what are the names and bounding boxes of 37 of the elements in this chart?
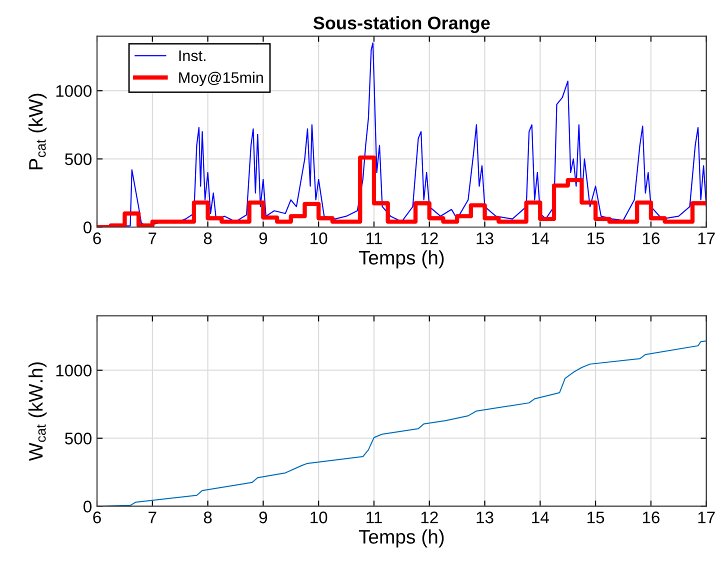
x-tick-label: 12 (421, 232, 438, 244)
x-tick-label: 13 (476, 512, 494, 524)
y-tick-label: 0 (84, 500, 92, 512)
x-tick-label: 8 (204, 512, 212, 524)
legend-label: Moy@15min (179, 72, 263, 86)
chart-title: Sous-station Orange (313, 16, 490, 34)
x-tick-label: 9 (259, 512, 268, 524)
y-axis-title: W$_{cat}$ (kW.h) (28, 362, 47, 461)
x-axis-title: Temps (h) (358, 250, 444, 268)
x-tick-label: 14 (532, 232, 549, 244)
y-tick-label: 500 (65, 153, 92, 166)
x-axis-title: Temps (h) (358, 529, 444, 548)
x-tick-label: 11 (366, 232, 382, 244)
x-tick-label: 13 (476, 232, 494, 244)
x-tick-label: 14 (532, 512, 549, 524)
y-tick-label: 1000 (56, 85, 92, 97)
x-tick-label: 15 (588, 512, 604, 524)
x-tick-label: 10 (310, 232, 328, 244)
x-tick-label: 15 (588, 232, 604, 244)
x-tick-label: 11 (366, 512, 382, 524)
y-tick-label: 500 (65, 432, 92, 444)
y-tick-label: 1000 (56, 364, 92, 376)
x-tick-label: 7 (148, 512, 156, 524)
x-tick-label: 6 (93, 512, 101, 524)
x-tick-label: 17 (698, 232, 715, 244)
x-tick-label: 7 (148, 232, 156, 244)
x-tick-label: 16 (642, 232, 660, 244)
y-axis-title: P$_{cat}$ (kW) (28, 94, 47, 170)
legend-label: Inst. (179, 50, 206, 62)
x-tick-label: 10 (310, 512, 328, 524)
x-tick-label: 9 (259, 232, 268, 244)
x-tick-label: 16 (642, 512, 660, 524)
x-tick-label: 6 (93, 232, 101, 244)
x-tick-label: 8 (204, 232, 212, 244)
x-tick-label: 17 (698, 512, 715, 524)
y-tick-label: 0 (84, 222, 92, 234)
x-tick-label: 12 (421, 512, 438, 524)
